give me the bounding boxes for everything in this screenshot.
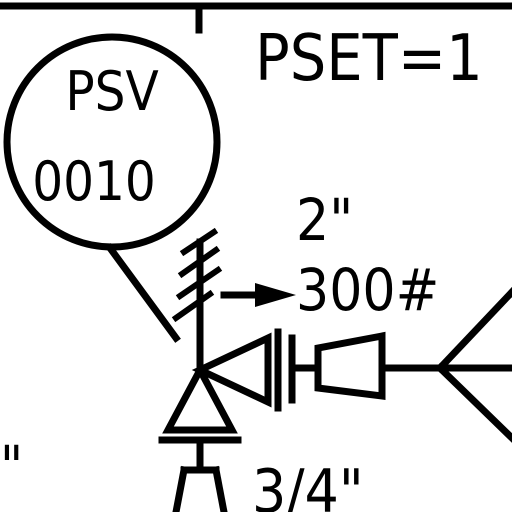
rating-label: 300# — [296, 256, 439, 324]
inlet-size-label: 2" — [296, 186, 353, 254]
inlet-piping — [172, 436, 228, 512]
valve-body-side — [191, 332, 272, 408]
set-pressure-label: PSET=1 — [255, 22, 483, 96]
discharge-fan — [435, 287, 512, 443]
spring-symbol — [171, 227, 223, 374]
left-edge-quote-mark: " — [0, 435, 23, 500]
sheet-border-top — [0, 2, 512, 34]
rating-arrow — [220, 283, 296, 307]
reducer-symbol — [314, 331, 386, 400]
valve-body-lower — [162, 362, 238, 434]
outlet-piping — [288, 331, 444, 400]
outlet-size-label: 3/4" — [252, 457, 364, 512]
tag-line-2: 0010 — [32, 150, 156, 213]
tag-line-1: PSV — [65, 60, 158, 123]
tag-leader-line — [105, 243, 181, 343]
